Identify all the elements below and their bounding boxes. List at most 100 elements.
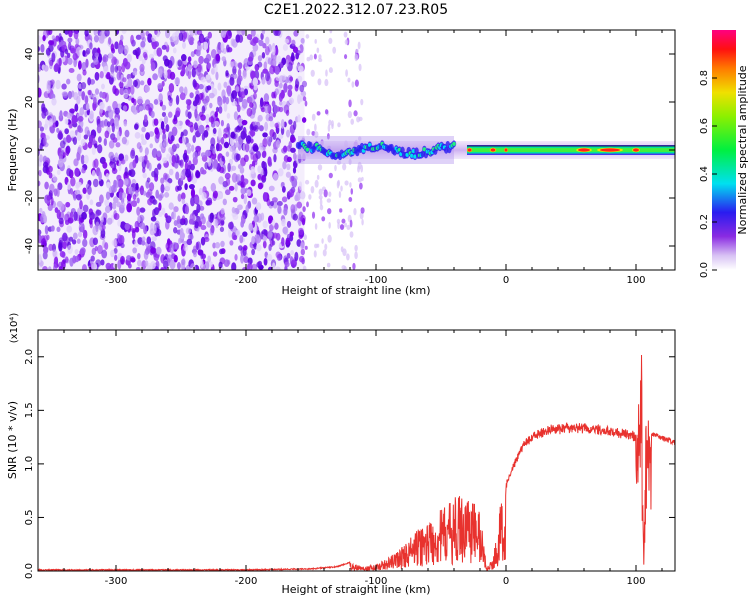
noise-blob xyxy=(68,121,73,129)
noise-blob xyxy=(69,130,76,139)
figure-title: C2E1.2022.312.07.23.R05 xyxy=(264,2,448,18)
spectrogram-x-label: Height of straight line (km) xyxy=(281,284,430,297)
sparse-noise-blob xyxy=(306,201,309,208)
sparse-noise-blob xyxy=(347,111,353,119)
noise-blob xyxy=(81,167,86,174)
noise-blob xyxy=(228,221,234,230)
sparse-noise-blob xyxy=(332,46,337,54)
noise-blob xyxy=(245,135,252,144)
noise-blob xyxy=(277,205,282,214)
sparse-noise-blob xyxy=(357,177,362,183)
noise-blob xyxy=(39,207,43,213)
noise-blob xyxy=(234,127,238,133)
noise-blob xyxy=(69,211,74,219)
noise-blob xyxy=(105,172,110,180)
snr-series-line xyxy=(38,355,675,571)
noise-blob xyxy=(141,126,146,133)
x-tick-label: -100 xyxy=(365,275,388,286)
noise-blob xyxy=(157,83,163,90)
noise-blob xyxy=(212,127,217,135)
noise-blob xyxy=(81,211,87,220)
noise-blob xyxy=(103,118,109,127)
noise-blob xyxy=(144,147,149,156)
x-tick-label: -200 xyxy=(235,275,258,286)
noise-blob xyxy=(302,206,306,212)
noise-blob xyxy=(278,75,285,84)
noise-blob xyxy=(83,154,89,165)
snr-scale-label: (x10⁴) xyxy=(9,313,20,344)
noise-blob xyxy=(225,151,230,157)
noise-blob xyxy=(204,237,210,243)
noise-blob xyxy=(54,207,59,213)
noise-blob xyxy=(212,251,218,257)
noise-blob xyxy=(56,127,60,133)
noise-blob xyxy=(247,56,254,62)
noise-blob xyxy=(209,102,213,109)
noise-blob xyxy=(198,83,204,90)
noise-blob xyxy=(98,171,102,182)
noise-blob xyxy=(194,108,198,119)
sparse-noise-blob xyxy=(317,164,323,171)
noise-blob xyxy=(284,261,290,268)
noise-blob xyxy=(189,213,195,223)
sparse-noise-blob xyxy=(310,185,315,194)
noise-blob xyxy=(119,87,125,96)
noise-blob xyxy=(59,202,65,211)
noise-blob xyxy=(94,52,100,58)
noise-blob xyxy=(90,255,95,262)
noise-blob xyxy=(50,225,55,232)
noise-blob xyxy=(203,100,209,106)
signal-core xyxy=(452,141,456,146)
noise-blob xyxy=(262,151,266,158)
noise-blob xyxy=(218,261,223,269)
noise-blob xyxy=(232,234,238,241)
noise-blob xyxy=(91,169,96,177)
noise-blob xyxy=(204,113,211,124)
noise-blob xyxy=(69,187,74,195)
noise-blob xyxy=(225,44,230,53)
sparse-noise-blob xyxy=(314,38,317,44)
noise-blob xyxy=(133,79,138,88)
noise-blob xyxy=(186,238,193,246)
noise-blob xyxy=(284,38,290,44)
noise-blob xyxy=(134,123,139,130)
noise-blob xyxy=(158,93,163,103)
noise-blob xyxy=(200,76,207,83)
spectrogram-image xyxy=(38,30,675,270)
noise-blob xyxy=(48,243,54,251)
noise-blob xyxy=(167,95,172,101)
noise-blob xyxy=(198,220,202,227)
noise-blob xyxy=(73,92,79,101)
noise-blob xyxy=(222,198,228,206)
noise-blob xyxy=(167,111,173,118)
noise-blob xyxy=(177,185,182,191)
noise-blob xyxy=(116,130,121,141)
noise-blob xyxy=(111,167,118,175)
noise-blob xyxy=(189,30,195,37)
noise-blob xyxy=(182,41,186,49)
noise-blob xyxy=(240,254,245,264)
noise-blob xyxy=(187,233,194,241)
noise-blob xyxy=(265,36,270,45)
noise-blob xyxy=(51,97,57,106)
noise-blob xyxy=(168,202,174,210)
signal-blob xyxy=(400,146,405,154)
sparse-noise-blob xyxy=(336,180,340,189)
noise-blob xyxy=(164,58,170,67)
noise-blob xyxy=(282,145,288,153)
noise-blob xyxy=(142,172,147,179)
noise-blob xyxy=(172,210,177,221)
noise-blob xyxy=(214,111,218,118)
noise-blob xyxy=(186,146,192,154)
noise-blob xyxy=(177,59,182,67)
noise-blob xyxy=(218,166,225,174)
noise-blob xyxy=(194,209,199,217)
noise-blob xyxy=(296,49,301,56)
noise-blob xyxy=(97,144,103,154)
noise-blob xyxy=(223,81,228,88)
noise-blob xyxy=(267,156,272,166)
noise-blob xyxy=(198,55,204,65)
noise-blob xyxy=(192,100,198,107)
noise-blob xyxy=(152,208,156,218)
noise-blob xyxy=(124,166,128,177)
